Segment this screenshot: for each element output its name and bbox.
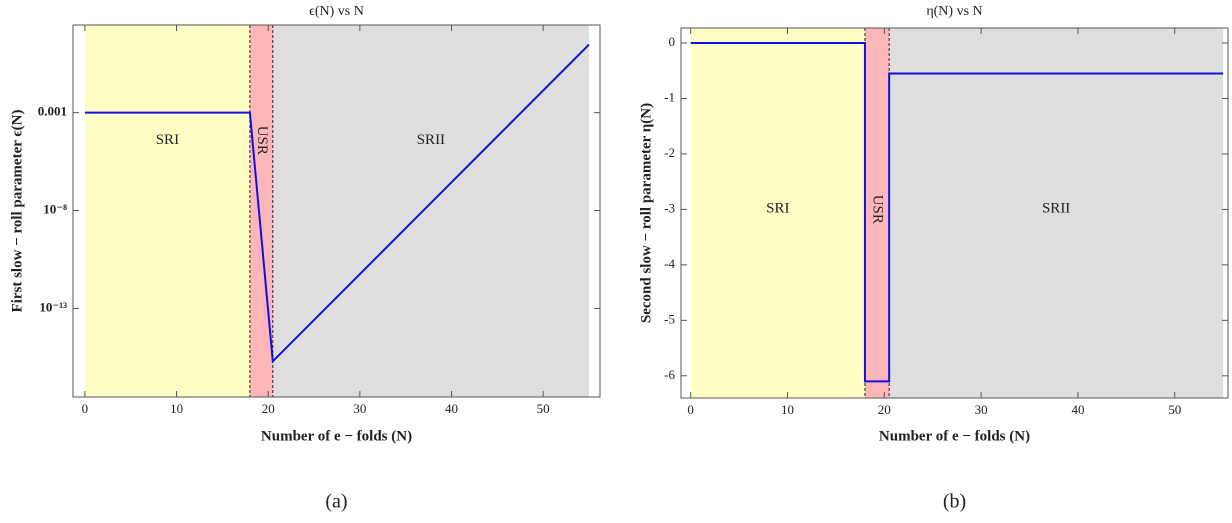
y-tick-label: 0 (669, 34, 676, 49)
region (249, 25, 273, 397)
x-tick-label: 50 (1168, 402, 1181, 417)
y-axis-label: Second slow − roll parameter η(N) (638, 103, 654, 323)
y-tick-label: -2 (664, 145, 675, 160)
chart-title: η(N) vs N (926, 4, 982, 19)
region (889, 28, 1224, 398)
y-tick-label: 10⁻¹³ (39, 299, 67, 314)
y-tick-label: 0.001 (38, 104, 67, 119)
plot-frame (680, 27, 1229, 399)
region (84, 25, 250, 397)
x-tick-label: 20 (262, 401, 275, 416)
region (690, 28, 865, 398)
x-tick-label: 50 (537, 401, 550, 416)
y-axis-label: First slow − roll parameter ϵ(N) (9, 109, 25, 312)
data-line (690, 41, 1224, 383)
chart-title: ϵ(N) vs N (309, 4, 364, 19)
region-label: USR (870, 195, 886, 224)
y-tick-label: -4 (664, 256, 675, 271)
x-tick-label: 30 (353, 401, 366, 416)
region (864, 28, 890, 398)
region-label: USR (254, 126, 270, 155)
y-tick-label: -5 (664, 311, 675, 326)
x-tick-label: 20 (878, 402, 891, 417)
caption: (a) (325, 491, 347, 513)
x-tick-label: 10 (781, 402, 794, 417)
region-label: SRI (156, 132, 179, 148)
x-tick-label: 10 (170, 401, 183, 416)
region-label: SRII (1042, 201, 1070, 217)
x-tick-label: 0 (82, 401, 89, 416)
region-label: SRII (417, 132, 445, 148)
x-axis-label: Number of e − folds (N) (261, 428, 412, 444)
region-label: SRI (766, 201, 789, 217)
caption: (b) (943, 491, 966, 513)
y-tick-label: -6 (664, 367, 675, 382)
x-tick-label: 30 (975, 402, 988, 417)
x-axis-label: Number of e − folds (N) (879, 428, 1030, 444)
x-tick-label: 40 (445, 401, 458, 416)
x-tick-label: 0 (687, 402, 694, 417)
x-tick-label: 40 (1071, 402, 1084, 417)
y-tick-label: -1 (664, 89, 675, 104)
data-line (84, 43, 590, 364)
y-tick-label: 10⁻⁸ (43, 202, 67, 217)
y-tick-label: -3 (664, 200, 675, 215)
region (272, 25, 590, 397)
